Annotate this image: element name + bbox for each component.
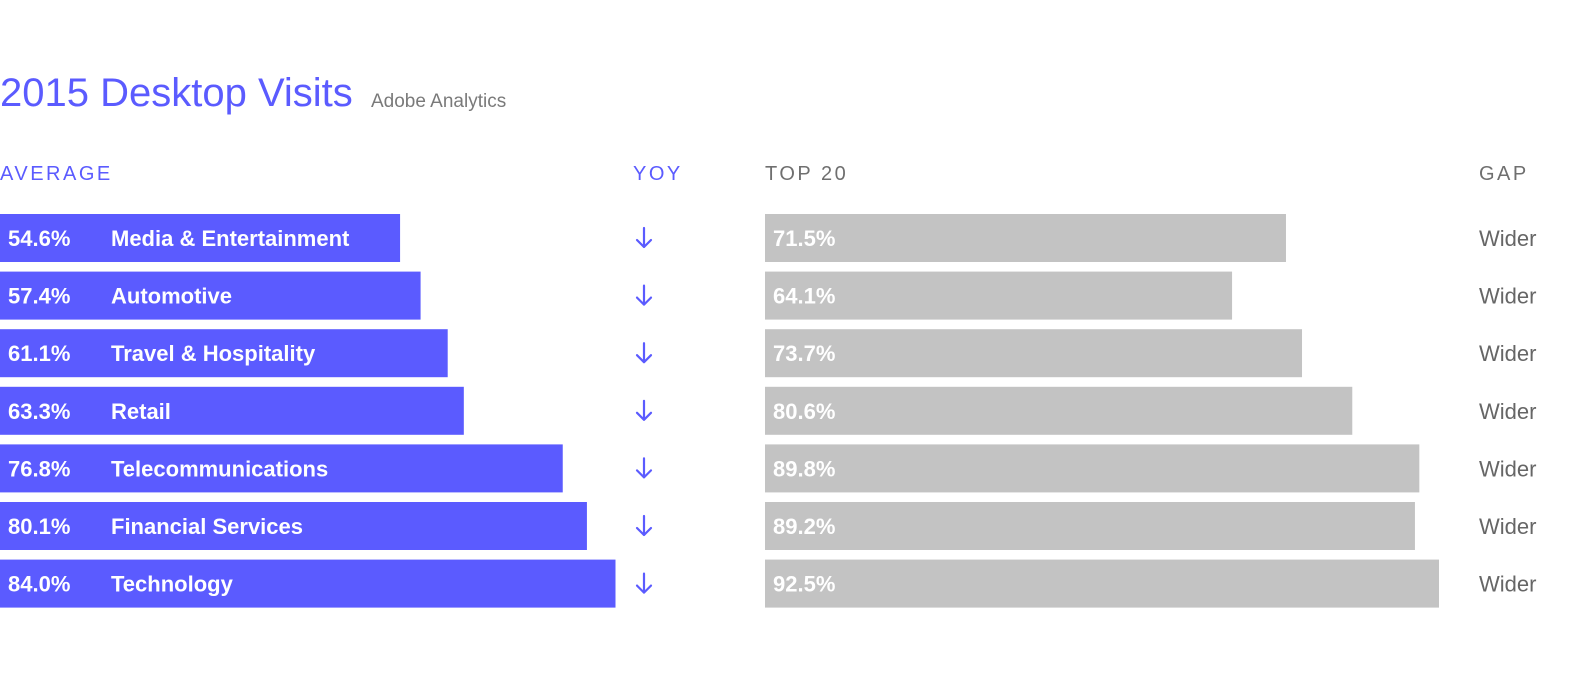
category-label: Telecommunications — [111, 456, 328, 481]
gap-label: Wider — [1479, 226, 1536, 251]
top20-value-label: 92.5% — [773, 572, 835, 597]
average-bar — [0, 329, 448, 378]
gap-column-header: GAP — [1479, 163, 1529, 185]
chart-title: 2015 Desktop Visits — [0, 71, 353, 115]
category-label: Financial Services — [111, 514, 303, 539]
top20-bar — [765, 329, 1303, 378]
top20-bar — [765, 502, 1415, 550]
gap-label: Wider — [1479, 341, 1536, 366]
average-value-label: 57.4% — [8, 284, 70, 309]
arrow-down-icon — [635, 399, 653, 421]
top20-bar — [765, 271, 1233, 320]
gap-label: Wider — [1479, 456, 1536, 481]
average-value-label: 63.3% — [8, 399, 70, 424]
top20-value-label: 71.5% — [773, 226, 835, 251]
chart-rows: 54.6% Media & Entertainment 71.5% Wider 57.4… — [0, 214, 1536, 608]
average-value-label: 76.8% — [8, 456, 70, 481]
average-value-label: 61.1% — [8, 341, 70, 366]
arrow-down-icon — [635, 514, 653, 537]
top20-bar — [765, 444, 1420, 493]
category-label: Technology — [111, 572, 234, 597]
gap-label: Wider — [1479, 572, 1536, 597]
arrow-down-icon — [635, 342, 653, 364]
average-bar — [0, 214, 401, 262]
chart-subtitle: Adobe Analytics — [371, 91, 506, 112]
gap-label: Wider — [1479, 399, 1536, 424]
arrow-down-icon — [635, 572, 653, 594]
average-value-label: 54.6% — [8, 226, 70, 251]
top20-bar — [765, 386, 1353, 435]
top20-value-label: 89.2% — [773, 514, 835, 539]
yoy-column-header: YOY — [633, 163, 683, 185]
average-bar — [0, 502, 587, 550]
average-value-label: 84.0% — [8, 572, 70, 597]
average-bar — [0, 386, 464, 435]
average-bar — [0, 559, 616, 608]
top20-column-header: TOP 20 — [765, 163, 848, 185]
top20-value-label: 73.7% — [773, 341, 835, 366]
arrow-down-icon — [635, 226, 653, 249]
top20-bar — [765, 559, 1439, 608]
average-bar — [0, 444, 563, 493]
category-label: Automotive — [111, 284, 232, 309]
top20-value-label: 89.8% — [773, 456, 835, 481]
gap-label: Wider — [1479, 284, 1536, 309]
category-label: Retail — [111, 399, 171, 424]
top20-value-label: 64.1% — [773, 284, 835, 309]
average-column-header: AVERAGE — [0, 163, 113, 185]
arrow-down-icon — [635, 457, 653, 479]
top20-bar — [765, 214, 1286, 262]
category-label: Media & Entertainment — [111, 226, 350, 251]
category-label: Travel & Hospitality — [111, 341, 316, 366]
average-value-label: 80.1% — [8, 514, 70, 539]
average-bar — [0, 271, 421, 320]
top20-value-label: 80.6% — [773, 399, 835, 424]
gap-label: Wider — [1479, 514, 1536, 539]
arrow-down-icon — [635, 284, 653, 306]
